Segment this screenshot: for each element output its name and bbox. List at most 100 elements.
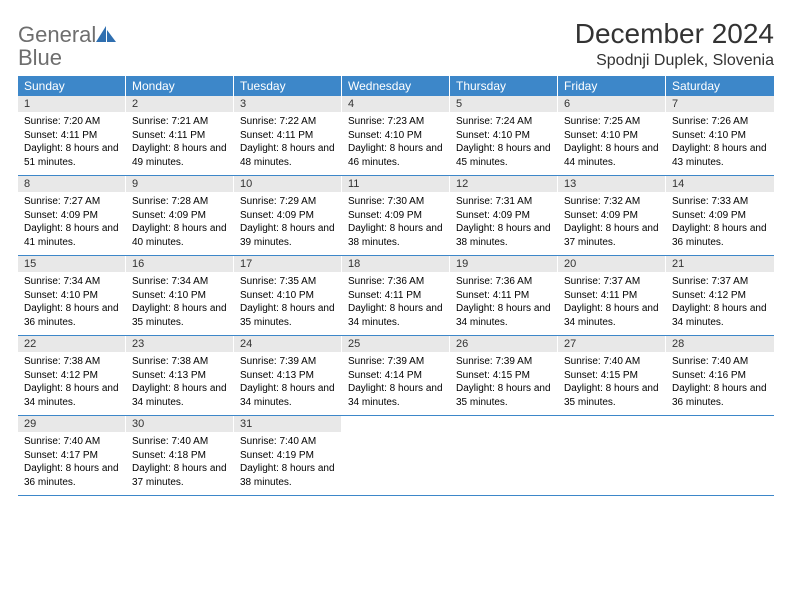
sunrise-line: Sunrise: 7:32 AM	[564, 195, 660, 209]
day-body: Sunrise: 7:40 AMSunset: 4:16 PMDaylight:…	[666, 352, 774, 415]
daylight-line: Daylight: 8 hours and 34 minutes.	[348, 382, 444, 409]
day-number: 22	[18, 336, 126, 352]
week-row: 22Sunrise: 7:38 AMSunset: 4:12 PMDayligh…	[18, 336, 774, 416]
sunset-line: Sunset: 4:09 PM	[564, 209, 660, 223]
day-body: Sunrise: 7:34 AMSunset: 4:10 PMDaylight:…	[126, 272, 234, 335]
day-number: 30	[126, 416, 234, 432]
sunset-line: Sunset: 4:15 PM	[456, 369, 552, 383]
day-number: 12	[450, 176, 558, 192]
sunrise-line: Sunrise: 7:40 AM	[240, 435, 336, 449]
day-body: Sunrise: 7:40 AMSunset: 4:15 PMDaylight:…	[558, 352, 666, 415]
logo-sail-icon	[96, 26, 116, 42]
daylight-line: Daylight: 8 hours and 38 minutes.	[240, 462, 336, 489]
daylight-line: Daylight: 8 hours and 34 minutes.	[24, 382, 120, 409]
day-cell: 31Sunrise: 7:40 AMSunset: 4:19 PMDayligh…	[234, 416, 342, 495]
day-cell: 19Sunrise: 7:36 AMSunset: 4:11 PMDayligh…	[450, 256, 558, 335]
day-cell: 7Sunrise: 7:26 AMSunset: 4:10 PMDaylight…	[666, 96, 774, 175]
daylight-line: Daylight: 8 hours and 36 minutes.	[672, 222, 768, 249]
sunset-line: Sunset: 4:09 PM	[672, 209, 768, 223]
sunset-line: Sunset: 4:10 PM	[132, 289, 228, 303]
dow-cell: Sunday	[18, 76, 126, 96]
day-cell: 28Sunrise: 7:40 AMSunset: 4:16 PMDayligh…	[666, 336, 774, 415]
week-row: 8Sunrise: 7:27 AMSunset: 4:09 PMDaylight…	[18, 176, 774, 256]
sunrise-line: Sunrise: 7:34 AM	[24, 275, 120, 289]
day-body: Sunrise: 7:27 AMSunset: 4:09 PMDaylight:…	[18, 192, 126, 255]
empty-cell	[558, 416, 666, 495]
day-cell: 3Sunrise: 7:22 AMSunset: 4:11 PMDaylight…	[234, 96, 342, 175]
sunrise-line: Sunrise: 7:33 AM	[672, 195, 768, 209]
sunset-line: Sunset: 4:11 PM	[348, 289, 444, 303]
sunset-line: Sunset: 4:17 PM	[24, 449, 120, 463]
daylight-line: Daylight: 8 hours and 34 minutes.	[456, 302, 552, 329]
daylight-line: Daylight: 8 hours and 44 minutes.	[564, 142, 660, 169]
day-number: 9	[126, 176, 234, 192]
day-body: Sunrise: 7:20 AMSunset: 4:11 PMDaylight:…	[18, 112, 126, 175]
sunrise-line: Sunrise: 7:40 AM	[564, 355, 660, 369]
day-cell: 14Sunrise: 7:33 AMSunset: 4:09 PMDayligh…	[666, 176, 774, 255]
day-number: 25	[342, 336, 450, 352]
sunset-line: Sunset: 4:12 PM	[672, 289, 768, 303]
day-cell: 4Sunrise: 7:23 AMSunset: 4:10 PMDaylight…	[342, 96, 450, 175]
sunset-line: Sunset: 4:10 PM	[348, 129, 444, 143]
day-cell: 30Sunrise: 7:40 AMSunset: 4:18 PMDayligh…	[126, 416, 234, 495]
sunset-line: Sunset: 4:09 PM	[132, 209, 228, 223]
empty-cell	[666, 416, 774, 495]
day-of-week-row: SundayMondayTuesdayWednesdayThursdayFrid…	[18, 76, 774, 96]
day-cell: 8Sunrise: 7:27 AMSunset: 4:09 PMDaylight…	[18, 176, 126, 255]
day-body: Sunrise: 7:37 AMSunset: 4:11 PMDaylight:…	[558, 272, 666, 335]
day-cell: 26Sunrise: 7:39 AMSunset: 4:15 PMDayligh…	[450, 336, 558, 415]
sunrise-line: Sunrise: 7:27 AM	[24, 195, 120, 209]
dow-cell: Monday	[126, 76, 234, 96]
day-body: Sunrise: 7:35 AMSunset: 4:10 PMDaylight:…	[234, 272, 342, 335]
daylight-line: Daylight: 8 hours and 46 minutes.	[348, 142, 444, 169]
day-number: 26	[450, 336, 558, 352]
daylight-line: Daylight: 8 hours and 45 minutes.	[456, 142, 552, 169]
header-row: General Blue December 2024 Spodnji Duple…	[18, 18, 774, 70]
sunrise-line: Sunrise: 7:25 AM	[564, 115, 660, 129]
empty-cell	[450, 416, 558, 495]
sunset-line: Sunset: 4:11 PM	[132, 129, 228, 143]
sunrise-line: Sunrise: 7:40 AM	[672, 355, 768, 369]
sunrise-line: Sunrise: 7:34 AM	[132, 275, 228, 289]
day-body: Sunrise: 7:26 AMSunset: 4:10 PMDaylight:…	[666, 112, 774, 175]
day-cell: 5Sunrise: 7:24 AMSunset: 4:10 PMDaylight…	[450, 96, 558, 175]
day-cell: 29Sunrise: 7:40 AMSunset: 4:17 PMDayligh…	[18, 416, 126, 495]
sunset-line: Sunset: 4:18 PM	[132, 449, 228, 463]
daylight-line: Daylight: 8 hours and 38 minutes.	[348, 222, 444, 249]
empty-cell	[342, 416, 450, 495]
day-number: 11	[342, 176, 450, 192]
sunset-line: Sunset: 4:10 PM	[456, 129, 552, 143]
sunset-line: Sunset: 4:09 PM	[240, 209, 336, 223]
daylight-line: Daylight: 8 hours and 34 minutes.	[132, 382, 228, 409]
day-number: 16	[126, 256, 234, 272]
daylight-line: Daylight: 8 hours and 35 minutes.	[132, 302, 228, 329]
dow-cell: Thursday	[450, 76, 558, 96]
sunset-line: Sunset: 4:11 PM	[456, 289, 552, 303]
day-cell: 10Sunrise: 7:29 AMSunset: 4:09 PMDayligh…	[234, 176, 342, 255]
sunrise-line: Sunrise: 7:35 AM	[240, 275, 336, 289]
sunset-line: Sunset: 4:13 PM	[132, 369, 228, 383]
daylight-line: Daylight: 8 hours and 35 minutes.	[240, 302, 336, 329]
day-number: 1	[18, 96, 126, 112]
day-body: Sunrise: 7:40 AMSunset: 4:19 PMDaylight:…	[234, 432, 342, 495]
daylight-line: Daylight: 8 hours and 34 minutes.	[240, 382, 336, 409]
day-number: 6	[558, 96, 666, 112]
week-row: 1Sunrise: 7:20 AMSunset: 4:11 PMDaylight…	[18, 96, 774, 176]
sunset-line: Sunset: 4:16 PM	[672, 369, 768, 383]
day-number: 10	[234, 176, 342, 192]
sunset-line: Sunset: 4:15 PM	[564, 369, 660, 383]
calendar-grid: SundayMondayTuesdayWednesdayThursdayFrid…	[18, 76, 774, 496]
sunset-line: Sunset: 4:10 PM	[672, 129, 768, 143]
sunset-line: Sunset: 4:14 PM	[348, 369, 444, 383]
day-number: 15	[18, 256, 126, 272]
sunrise-line: Sunrise: 7:40 AM	[132, 435, 228, 449]
day-number: 20	[558, 256, 666, 272]
day-body: Sunrise: 7:24 AMSunset: 4:10 PMDaylight:…	[450, 112, 558, 175]
day-number: 3	[234, 96, 342, 112]
day-number: 18	[342, 256, 450, 272]
sunrise-line: Sunrise: 7:22 AM	[240, 115, 336, 129]
day-cell: 13Sunrise: 7:32 AMSunset: 4:09 PMDayligh…	[558, 176, 666, 255]
daylight-line: Daylight: 8 hours and 34 minutes.	[564, 302, 660, 329]
day-number: 5	[450, 96, 558, 112]
logo-word2: Blue	[18, 45, 62, 70]
